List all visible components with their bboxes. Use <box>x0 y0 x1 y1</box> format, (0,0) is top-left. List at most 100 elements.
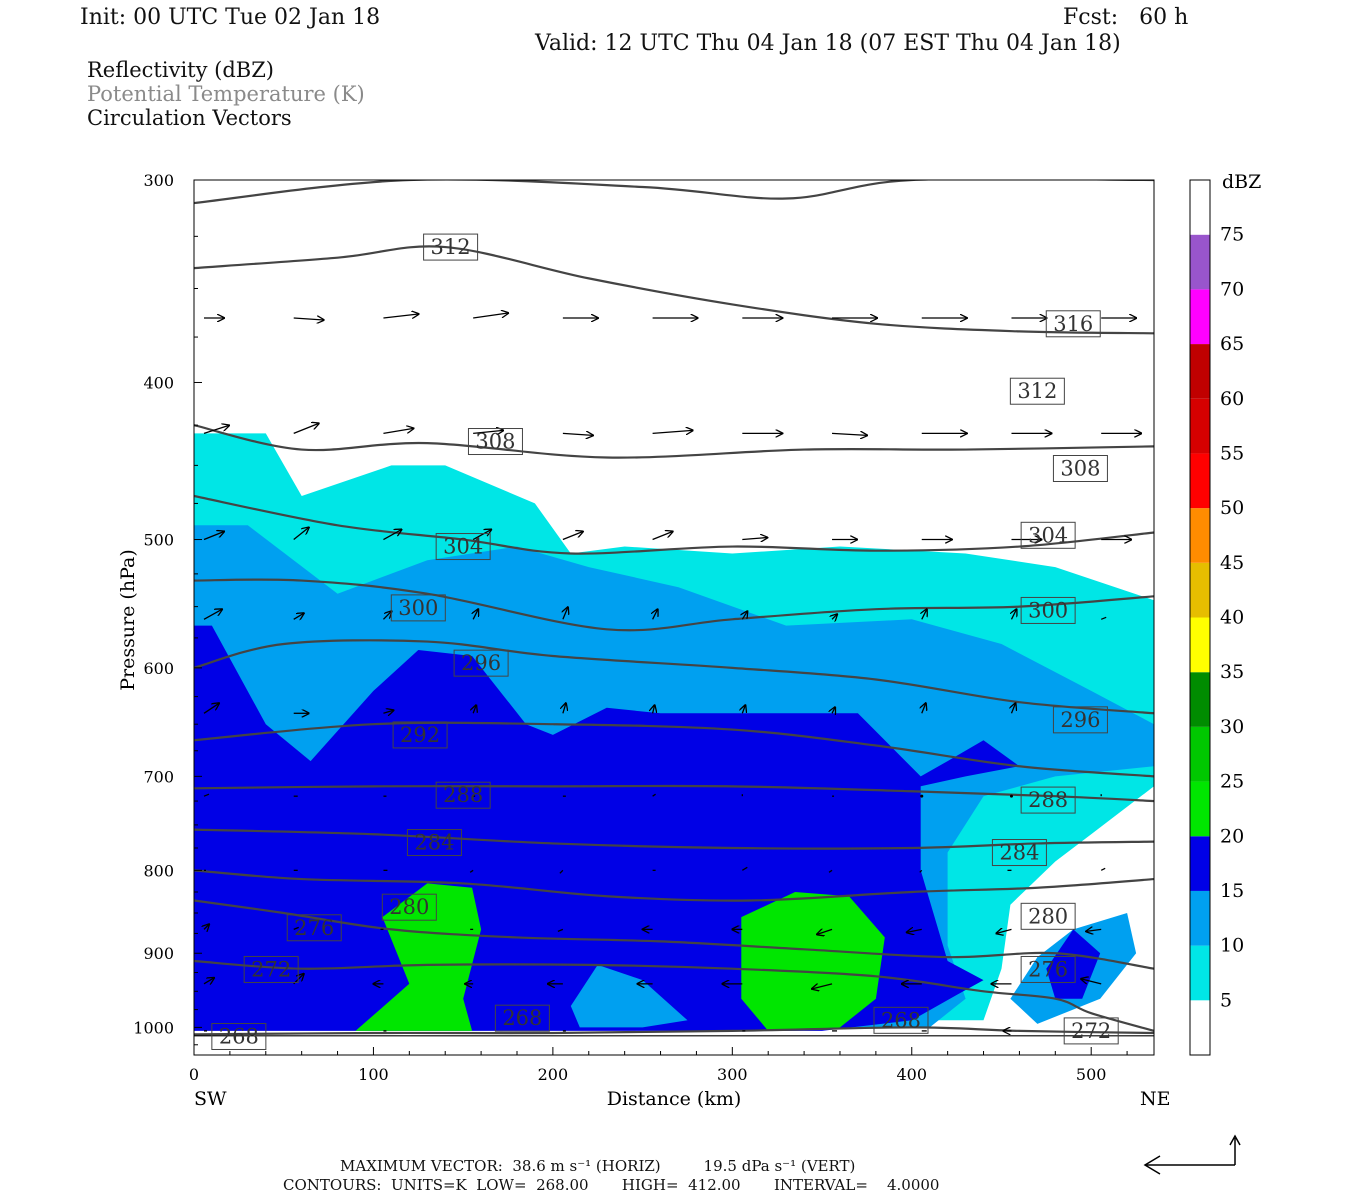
circulation-vector <box>473 705 476 714</box>
colorbar-swatch <box>1190 234 1210 290</box>
circulation-vector <box>382 611 391 620</box>
theta-contours <box>194 180 1154 1037</box>
svg-text:308: 308 <box>1060 457 1100 481</box>
svg-text:284: 284 <box>414 831 454 855</box>
colorbar-frame <box>1189 179 1211 1056</box>
colorbar-level-label: 75 <box>1220 224 1244 246</box>
circulation-vector <box>203 978 214 984</box>
theta-contour-300 <box>194 578 1154 632</box>
circulation-vector <box>204 924 209 929</box>
svg-text:268: 268 <box>881 1008 921 1032</box>
circulation-vector <box>742 538 767 540</box>
circulation-vector <box>203 703 219 714</box>
theta-label: 300 <box>1020 596 1076 624</box>
circulation-vector <box>996 929 1012 933</box>
colorbar-swatch <box>1190 781 1210 837</box>
circulation-vector <box>922 609 927 620</box>
svg-text:272: 272 <box>251 957 291 981</box>
colorbar-swatch <box>1190 508 1210 563</box>
x-end-label-sw: SW <box>194 1088 227 1110</box>
theta-label: 268 <box>494 1004 550 1032</box>
theta-label: 268 <box>873 1006 929 1034</box>
x-tick-label: 300 <box>717 1065 748 1084</box>
theta-contour-288 <box>194 784 1154 803</box>
colorbar-swatch <box>1190 890 1210 946</box>
circulation-vector <box>1100 867 1106 871</box>
colorbar-level-label: 65 <box>1220 333 1244 355</box>
theta-label: 268 <box>211 1022 267 1050</box>
theta-label: 272 <box>1063 1017 1119 1045</box>
theta-label: 296 <box>453 649 509 677</box>
circulation-vector <box>203 425 229 435</box>
svg-text:300: 300 <box>1028 598 1068 622</box>
theta-contour-296 <box>194 639 1154 715</box>
colorbar-level-label: 20 <box>1220 825 1244 847</box>
colorbar-swatch <box>1190 289 1210 345</box>
theta-label: 308 <box>467 428 523 456</box>
circulation-vector <box>907 929 922 932</box>
y-axis-label: Pressure (hPa) <box>117 549 139 691</box>
colorbar-swatch <box>1190 945 1210 1001</box>
x-axis-label: Distance (km) <box>607 1088 742 1110</box>
theta-label: 304 <box>435 533 491 561</box>
svg-text:284: 284 <box>999 841 1039 865</box>
reflectivity-region-20dbz <box>741 892 885 1031</box>
y-tick-label: 300 <box>143 171 174 190</box>
circulation-vector <box>742 611 747 620</box>
circulation-vector <box>563 703 566 714</box>
theta-label: 312 <box>423 233 479 261</box>
theta-label: 280 <box>1020 902 1076 930</box>
colorbar-level-label: 60 <box>1220 388 1244 410</box>
y-tick-label: 400 <box>143 373 174 392</box>
circulation-vector <box>203 793 210 797</box>
colorbar-level-label: 55 <box>1220 442 1244 464</box>
circulation-vector <box>832 433 867 435</box>
theta-label: 304 <box>1020 521 1076 549</box>
theta-label: 296 <box>1052 706 1108 734</box>
init-time: Init: 00 UTC Tue 02 Jan 18 <box>80 5 381 30</box>
circulation-vector <box>469 869 474 873</box>
theta-contour-304 <box>194 494 1154 555</box>
theta-label: 280 <box>381 893 437 921</box>
colorbar-level-label: 40 <box>1220 607 1244 629</box>
circulation-vector <box>563 607 568 620</box>
theta-label: 312 <box>1009 377 1065 405</box>
theta-contour-276 <box>194 899 1154 970</box>
circulation-vector <box>559 869 564 874</box>
plot-frame <box>193 179 1155 1056</box>
footer-contours: CONTOURS: UNITS=K LOW= 268.00 HIGH= 412.… <box>283 1176 940 1194</box>
theta-contour-272 <box>194 959 1154 1032</box>
svg-text:268: 268 <box>502 1006 542 1030</box>
svg-text:288: 288 <box>1028 788 1068 812</box>
theta-contour-280 <box>194 869 1154 902</box>
circulation-vector <box>653 705 655 714</box>
x-end-label-ne: NE <box>1140 1088 1171 1110</box>
svg-text:300: 300 <box>398 596 438 620</box>
circulation-vector <box>383 428 413 435</box>
reflectivity-region-10dbz <box>570 964 688 1028</box>
circulation-vector <box>741 866 748 871</box>
theta-contour-308 <box>194 424 1154 459</box>
colorbar-swatch <box>1190 398 1210 454</box>
circulation-vector <box>832 707 835 713</box>
colorbar: 5 10 15 20 25 30 35 40 45 50 55 60 65 70 75 dBZ <box>1189 171 1261 1056</box>
colorbar-swatch <box>1190 562 1210 618</box>
colorbar-swatch <box>1190 617 1210 673</box>
theta-label: 292 <box>392 721 448 749</box>
svg-text:272: 272 <box>1071 1019 1111 1043</box>
svg-text:308: 308 <box>475 430 515 454</box>
theta-label: 316 <box>1045 310 1101 338</box>
circulation-vector <box>812 983 833 989</box>
theta-labels: 312 316 312 308 308 304 304 300 300 296 296 292 288 2… <box>211 233 1119 1050</box>
theta-label: 284 <box>406 829 462 857</box>
colorbar-level-label: 10 <box>1220 935 1244 957</box>
colorbar-level-label: 30 <box>1220 716 1244 738</box>
y-tick-label: 900 <box>143 944 174 963</box>
circulation-vector <box>293 926 299 930</box>
colorbar-swatch <box>1190 344 1210 399</box>
colorbar-unit: dBZ <box>1222 171 1261 193</box>
y-tick-label: 500 <box>143 531 174 550</box>
y-tick-label: 600 <box>143 659 174 678</box>
circulation-vector <box>383 710 393 713</box>
